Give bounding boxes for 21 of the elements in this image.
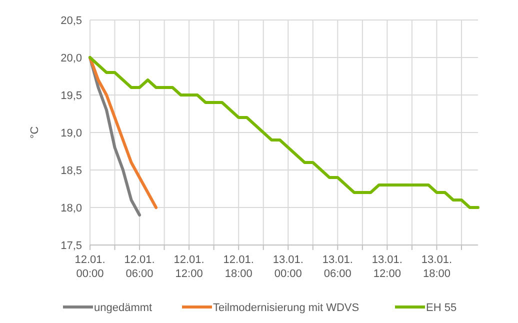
legend-label: ungedämmt [94,302,152,314]
line-series [88,56,158,209]
x-tick-label: 13.01. 00:00 [272,254,304,280]
x-tick-label: 12.01. 12:00 [174,254,204,280]
y-tick-label: 18,0 [60,202,82,214]
y-tick-label: 19,0 [60,128,82,140]
x-tick-label: 13.01. 06:00 [322,254,353,280]
y-tick-label: 20,0 [60,52,82,64]
y-axis-title: °C [29,126,41,139]
y-tick-label: 19,5 [60,90,82,102]
line-series [88,56,480,209]
x-tick-label: 13.01. 18:00 [421,254,452,280]
x-tick-label: 12.01. 00:00 [74,254,106,280]
x-tick-label: 12.01. 06:00 [124,254,155,280]
x-tick-label: 13.01. 12:00 [372,254,402,280]
x-tick-label: 12.01. 18:00 [223,254,254,280]
legend-label: EH 55 [426,302,457,314]
legend-label: Teilmodernisierung mit WDVS [213,302,360,314]
y-tick-label: 20,5 [60,15,82,27]
y-tick-label: 17,5 [60,240,82,252]
y-tick-label: 18,5 [60,165,82,177]
